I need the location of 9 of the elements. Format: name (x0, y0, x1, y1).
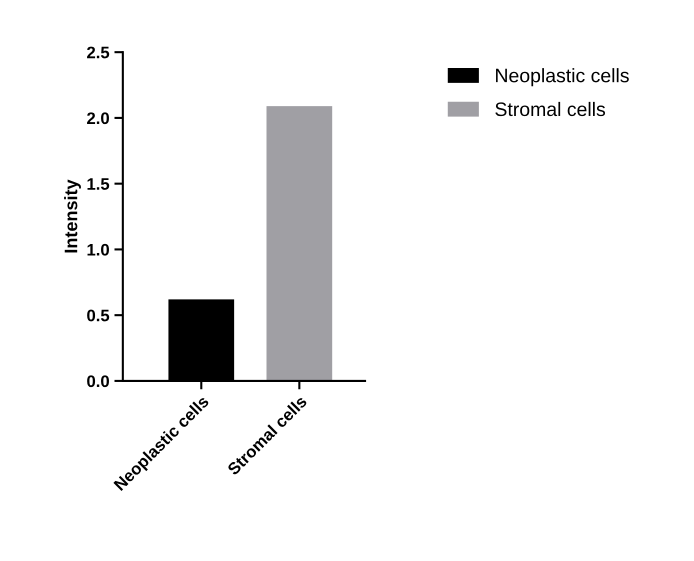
legend-label: Neoplastic cells (496, 68, 629, 86)
y-tick-label: 2.5 (87, 46, 110, 58)
y-axis-title: Intensity (64, 180, 81, 252)
y-tick-label: 1.5 (88, 178, 110, 190)
y-tick-label: 2.0 (87, 112, 109, 124)
y-tick-label: 0.0 (87, 375, 109, 388)
legend-label: Stromal cells (495, 102, 606, 116)
y-tick-label: 0.5 (87, 310, 110, 322)
y-tick-label: 1.0 (88, 244, 109, 256)
